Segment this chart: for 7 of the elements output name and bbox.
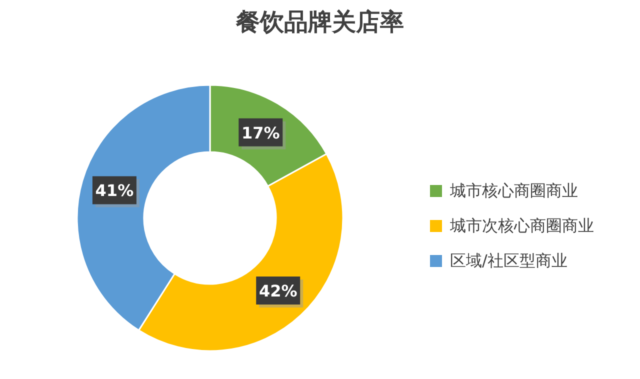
data-label: 17% bbox=[242, 123, 280, 142]
legend-label: 城市次核心商圈商业 bbox=[449, 216, 594, 235]
legend-label: 城市核心商圈商业 bbox=[449, 181, 578, 200]
data-label: 41% bbox=[95, 181, 134, 200]
legend-label: 区域/社区型商业 bbox=[450, 251, 568, 270]
chart-title: 餐饮品牌关店率 bbox=[235, 8, 404, 36]
data-label: 42% bbox=[258, 282, 298, 301]
